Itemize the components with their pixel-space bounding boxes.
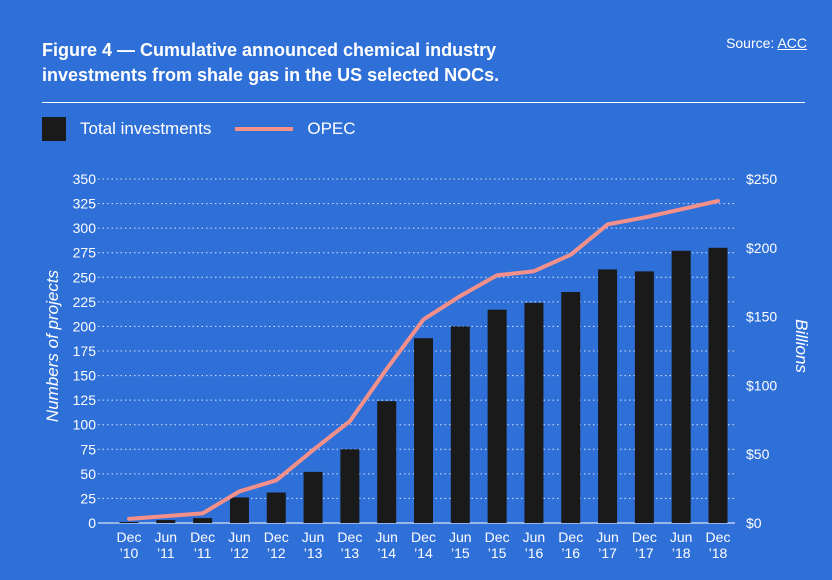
title-divider (42, 102, 805, 103)
x-tick-label: ’16 (561, 545, 580, 561)
y-tick-label: 325 (73, 196, 97, 212)
bar (229, 497, 249, 523)
x-tick-label: Jun (228, 529, 251, 545)
bar (450, 326, 470, 523)
y-tick-label: 300 (73, 220, 97, 236)
legend: Total investments OPEC (42, 117, 380, 141)
bar (193, 518, 213, 523)
x-tick-label: ’13 (341, 545, 360, 561)
y-tick-label: 100 (73, 417, 97, 433)
y2-tick-label: $0 (746, 515, 762, 531)
x-tick-label: ’12 (267, 545, 286, 561)
bar (377, 401, 397, 523)
y-tick-label: 275 (73, 245, 97, 261)
bar (708, 247, 728, 524)
legend-label-opec: OPEC (307, 119, 356, 138)
x-tick-label: ’14 (414, 545, 433, 561)
x-tick-label: Jun (155, 529, 178, 545)
x-tick-label: ’18 (672, 545, 691, 561)
x-tick-label: Jun (596, 529, 619, 545)
bar (303, 471, 323, 523)
x-tick-label: Dec (190, 529, 215, 545)
legend-label-total-investments: Total investments (80, 119, 212, 138)
bar (598, 269, 618, 523)
x-tick-label: Dec (558, 529, 583, 545)
y-tick-label: 75 (80, 441, 96, 457)
x-axis: Dec’10Jun’11Dec’11Jun’12Dec’12Jun’13Dec’… (117, 529, 731, 561)
x-tick-label: Dec (632, 529, 657, 545)
bars (119, 247, 728, 524)
bar (340, 449, 360, 523)
y-tick-label: 175 (73, 343, 97, 359)
y-axis-title: Numbers of projects (43, 269, 62, 422)
x-tick-label: ’17 (598, 545, 617, 561)
x-tick-label: Jun (670, 529, 693, 545)
y-tick-label: 0 (88, 515, 96, 531)
y2-tick-label: $100 (746, 377, 777, 393)
y-axis-right: $0 $50 $100 $150 $200 $250 (746, 171, 777, 531)
y-tick-label: 350 (73, 171, 97, 187)
chart-title: Figure 4 — Cumulative announced chemical… (42, 40, 500, 85)
x-tick-label: Jun (523, 529, 546, 545)
y-tick-label: 125 (73, 392, 97, 408)
bar (561, 292, 581, 523)
x-tick-label: Jun (375, 529, 398, 545)
bar (266, 492, 286, 523)
x-tick-label: Dec (485, 529, 510, 545)
line-series (127, 199, 720, 521)
source-link[interactable]: ACC (777, 35, 807, 51)
y2-tick-label: $50 (746, 446, 770, 462)
y2-axis-title: Billions (792, 319, 811, 373)
y2-tick-label: $150 (746, 309, 777, 325)
y-axis-left: 0 25 50 75 100 125 150 175 200 225 250 275 300 325 350 (73, 171, 97, 531)
x-tick-label: Dec (117, 529, 142, 545)
x-tick-label: ’18 (709, 545, 728, 561)
source-note: Source: ACC (726, 35, 807, 51)
legend-swatch-line (235, 127, 294, 131)
legend-item-total-investments: Total investments (42, 117, 211, 141)
x-tick-label: Dec (264, 529, 289, 545)
x-tick-label: ’15 (488, 545, 507, 561)
y2-tick-label: $250 (746, 171, 777, 187)
x-tick-label: ’12 (230, 545, 249, 561)
y-tick-label: 250 (73, 269, 97, 285)
x-tick-label: ’13 (304, 545, 323, 561)
x-tick-label: Dec (411, 529, 436, 545)
bar (119, 522, 139, 523)
y-tick-label: 50 (80, 466, 96, 482)
bar (156, 520, 176, 523)
y-tick-label: 200 (73, 318, 97, 334)
x-tick-label: ’11 (157, 545, 175, 561)
bar (634, 271, 654, 523)
bar (487, 309, 507, 523)
x-tick-label: Jun (302, 529, 325, 545)
x-tick-label: ’14 (377, 545, 396, 561)
x-tick-label: Dec (706, 529, 731, 545)
y-tick-label: 150 (73, 368, 97, 384)
x-tick-label: ’11 (194, 545, 212, 561)
legend-swatch-bar (42, 117, 66, 141)
x-tick-label: ’16 (525, 545, 544, 561)
x-tick-label: ’17 (635, 545, 654, 561)
x-tick-label: ’10 (120, 545, 139, 561)
opec-line (127, 199, 720, 521)
legend-item-opec: OPEC (235, 119, 356, 139)
y-tick-label: 225 (73, 294, 97, 310)
x-tick-label: ’15 (451, 545, 470, 561)
bar (671, 250, 691, 523)
x-tick-label: Jun (449, 529, 472, 545)
source-label: Source: (726, 35, 775, 51)
y2-tick-label: $200 (746, 240, 777, 256)
y-tick-label: 25 (80, 490, 96, 506)
x-tick-label: Dec (337, 529, 362, 545)
bar (414, 338, 433, 523)
bar (524, 302, 544, 523)
